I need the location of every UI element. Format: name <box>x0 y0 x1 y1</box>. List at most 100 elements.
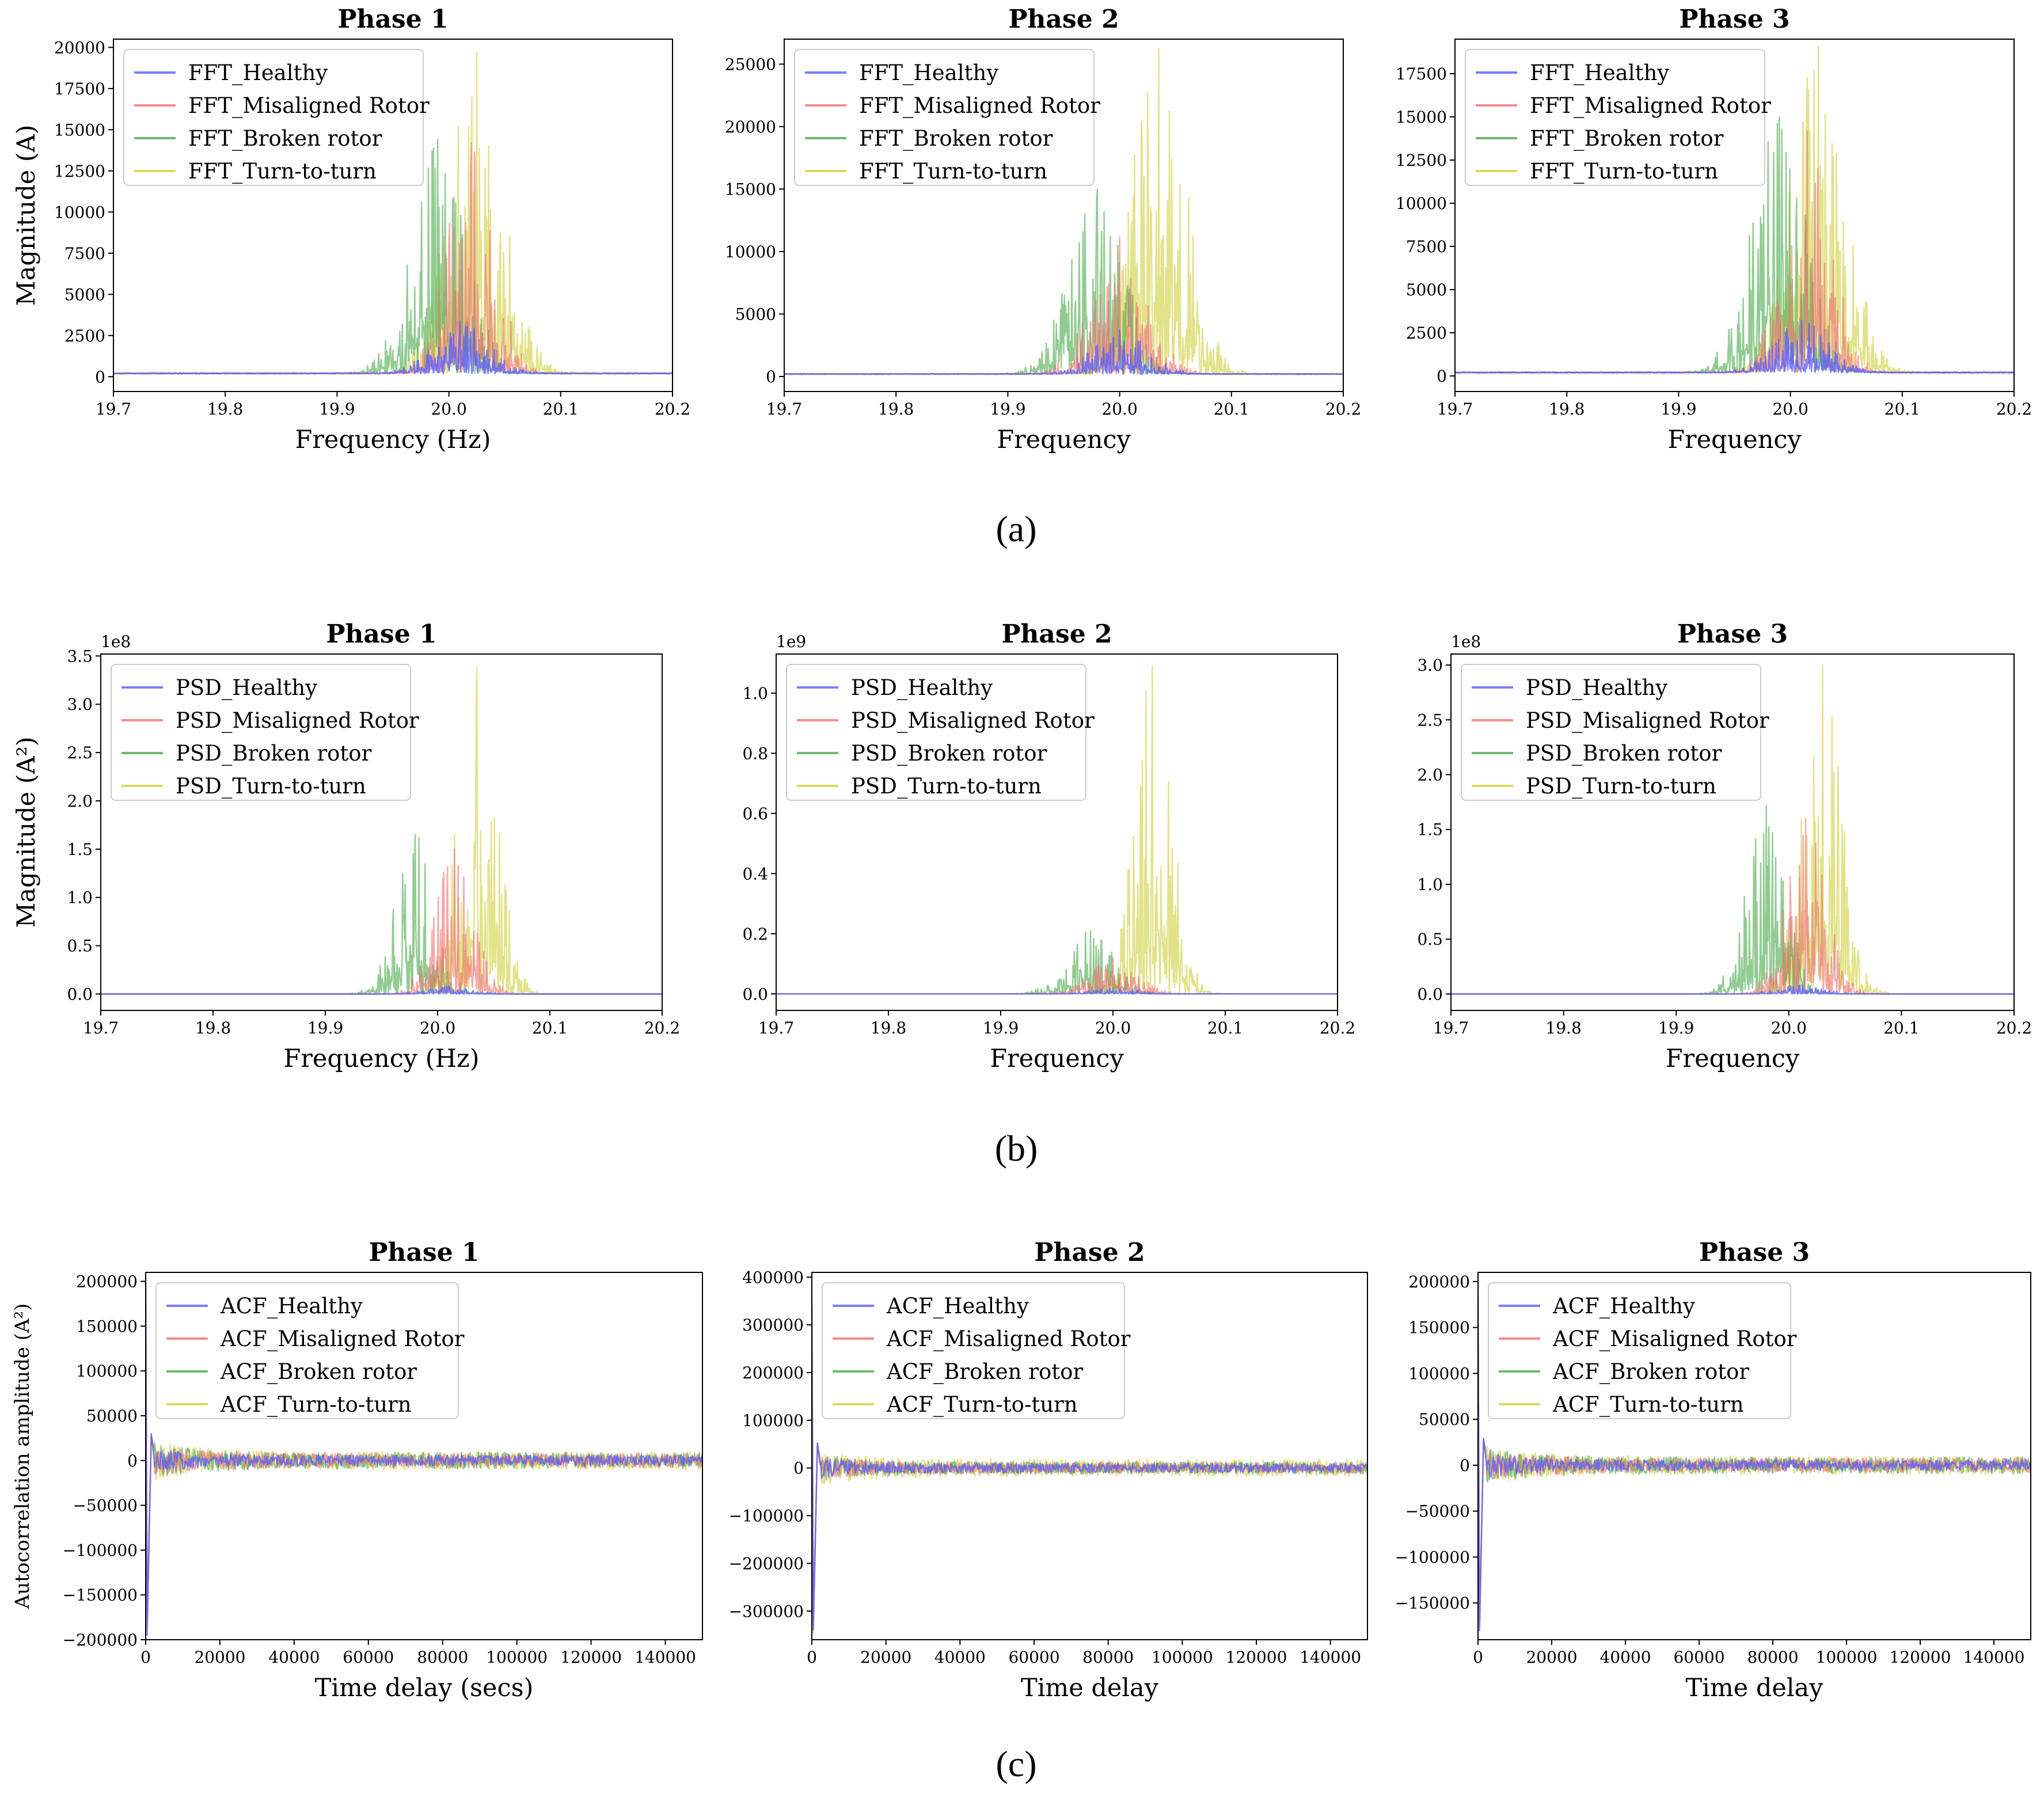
chart-title: Phase 1 <box>326 619 436 649</box>
series-line-healthy <box>1451 985 2014 995</box>
legend-label-misaligned: PSD_Misaligned Rotor <box>851 708 1095 733</box>
x-tick-label: 20.0 <box>431 400 466 419</box>
y-tick-label: −50000 <box>1405 1502 1470 1521</box>
legend-label-turn: PSD_Turn-to-turn <box>176 774 366 799</box>
legend-label-healthy: FFT_Healthy <box>188 60 328 86</box>
y-tick-label: 25000 <box>725 55 776 74</box>
x-tick-label: 20.2 <box>1996 1018 2032 1037</box>
y-tick-label: 0 <box>95 367 105 386</box>
y-tick-label: 2.5 <box>1417 710 1443 729</box>
x-tick-label: 19.7 <box>1433 1018 1469 1037</box>
legend-label-broken: FFT_Broken rotor <box>188 126 382 151</box>
chart-title: Phase 1 <box>368 1238 479 1267</box>
plot-area <box>101 667 662 995</box>
y-tick-label: 17500 <box>1396 64 1447 83</box>
y-tick-label: 0 <box>1437 367 1447 386</box>
legend: PSD_Healthy PSD_Misaligned Rotor PSD_Broke… <box>786 664 1095 801</box>
y-axis-label: Autocorrelation amplitude (A²) <box>11 1303 34 1610</box>
y-tick-label: 0.5 <box>67 937 93 956</box>
legend-label-misaligned: PSD_Misaligned Rotor <box>176 708 419 733</box>
y-tick-label: 15000 <box>54 120 105 139</box>
chart-panel-2-3: 19.7 19.8 19.9 20.0 20.1 20.2 0.0 0.5 1.0 1.5 2.0 2… <box>1417 619 2032 1073</box>
y-tick-label: 0.8 <box>742 744 768 763</box>
y-tick-label: 7500 <box>64 244 105 263</box>
legend: ACF_Healthy ACF_Misaligned Rotor ACF_Broke… <box>822 1282 1131 1419</box>
plot-area <box>776 665 1338 995</box>
caption-a: (a) <box>996 508 1036 549</box>
series-line-healthy <box>113 320 673 375</box>
x-tick-label: 20.1 <box>532 1018 568 1037</box>
caption-c: (c) <box>996 1743 1036 1784</box>
y-tick-label: 0 <box>127 1451 138 1470</box>
legend-label-healthy: FFT_Healthy <box>1530 60 1669 86</box>
legend-label-turn: FFT_Turn-to-turn <box>188 159 377 184</box>
y-tick-label: 5000 <box>1406 280 1447 299</box>
x-tick-label: 20.2 <box>1320 1018 1355 1037</box>
x-tick-label: 140000 <box>1963 1648 2025 1667</box>
y-tick-label: 150000 <box>76 1317 138 1336</box>
y-tick-label: 10000 <box>725 242 776 261</box>
y-tick-label: 1.0 <box>67 888 93 907</box>
y-axis-label: Magnitude (A²) <box>12 736 41 928</box>
y-tick-label: 200000 <box>76 1272 138 1291</box>
x-tick-label: 19.7 <box>766 400 802 419</box>
legend-label-healthy: PSD_Healthy <box>1526 675 1667 701</box>
legend-label-broken: ACF_Broken rotor <box>886 1359 1083 1385</box>
legend-label-turn: PSD_Turn-to-turn <box>851 774 1042 799</box>
y-tick-label: 20000 <box>54 38 105 57</box>
y-tick-label: −200000 <box>63 1630 138 1649</box>
legend-label-misaligned: ACF_Misaligned Rotor <box>1552 1327 1797 1352</box>
x-tick-label: 19.8 <box>1545 1018 1581 1037</box>
y-tick-label: −300000 <box>729 1602 804 1621</box>
legend-label-broken: ACF_Broken rotor <box>1552 1359 1749 1385</box>
x-tick-label: 120000 <box>560 1648 622 1667</box>
x-tick-label: 20.0 <box>420 1018 455 1037</box>
legend-label-misaligned: ACF_Misaligned Rotor <box>886 1327 1131 1352</box>
y-tick-label: 17500 <box>54 79 105 98</box>
x-axis-label: Frequency <box>1667 425 1802 454</box>
y-tick-label: 1.0 <box>1417 875 1443 894</box>
legend-label-healthy: ACF_Healthy <box>1552 1294 1695 1319</box>
legend: FFT_Healthy FFT_Misaligned Rotor FFT_Broke… <box>1465 49 1771 186</box>
chart-panel-1-3: 19.7 19.8 19.9 20.0 20.1 20.2 0 2500 5000 7500 100… <box>1396 5 2032 454</box>
y-tick-label: 1.5 <box>1417 820 1443 839</box>
y-tick-label: −100000 <box>1395 1548 1470 1567</box>
y-tick-label: 1.0 <box>742 684 768 703</box>
x-tick-label: 20.0 <box>1101 400 1137 419</box>
x-axis-label: Frequency (Hz) <box>295 425 491 454</box>
legend-label-turn: ACF_Turn-to-turn <box>886 1392 1078 1417</box>
y-tick-label: 15000 <box>1396 108 1447 127</box>
plot-area <box>812 1296 1367 1633</box>
y-tick-label: 10000 <box>54 203 105 222</box>
y-tick-label: 10000 <box>1396 194 1447 213</box>
y-tick-label: 150000 <box>1408 1318 1470 1337</box>
y-tick-label: 12500 <box>54 162 105 181</box>
legend-label-broken: ACF_Broken rotor <box>220 1359 417 1385</box>
x-tick-label: 40000 <box>934 1648 986 1667</box>
series-line-healthy <box>1455 320 2014 374</box>
chart-panel-2-2: 19.7 19.8 19.9 20.0 20.1 20.2 0.0 0.2 0.4 0.6 0.8 1… <box>742 619 1355 1073</box>
chart-panel-1-1: 19.7 19.8 19.9 20.0 20.1 20.2 0 2500 5000 7500 100… <box>12 5 690 454</box>
y-tick-label: 100000 <box>742 1411 804 1430</box>
x-tick-label: 80000 <box>1082 1648 1134 1667</box>
x-tick-label: 19.9 <box>990 400 1025 419</box>
x-tick-label: 0 <box>140 1648 151 1667</box>
x-tick-label: 20.2 <box>1325 400 1361 419</box>
series-line-healthy <box>101 985 662 995</box>
y-tick-label: 5000 <box>64 285 105 304</box>
x-tick-label: 19.8 <box>207 400 243 419</box>
series-line-healthy <box>784 329 1343 375</box>
axes-frame <box>1477 1272 2031 1640</box>
plot-area <box>1451 664 2014 995</box>
plot-area <box>113 51 673 375</box>
chart-title: Phase 3 <box>1677 619 1788 649</box>
x-tick-label: 100000 <box>1816 1648 1878 1667</box>
y-tick-label: 50000 <box>1419 1410 1470 1429</box>
legend-label-broken: FFT_Broken rotor <box>1530 126 1724 151</box>
x-tick-label: 60000 <box>1008 1648 1059 1667</box>
chart-title: Phase 2 <box>1001 619 1112 649</box>
x-tick-label: 19.8 <box>1549 400 1585 419</box>
x-tick-label: 120000 <box>1226 1648 1287 1667</box>
plot-area <box>1478 1286 2031 1632</box>
